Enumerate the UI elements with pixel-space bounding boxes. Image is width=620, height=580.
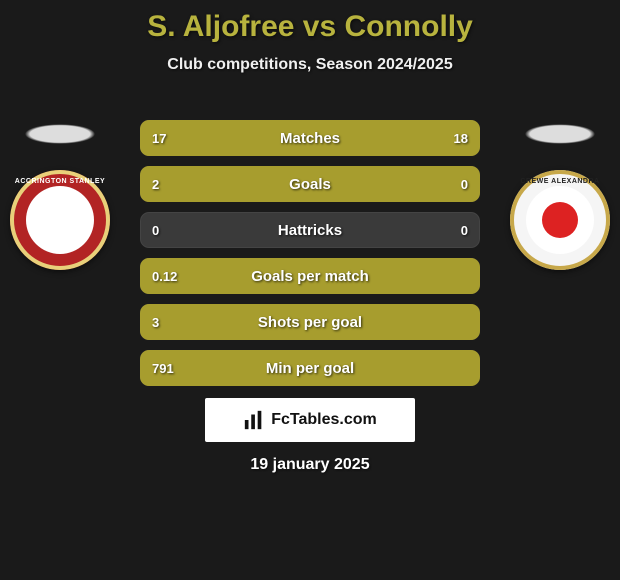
stat-value-left: 0 xyxy=(152,212,159,248)
player-silhouette-right xyxy=(510,120,610,148)
stat-row: Matches1718 xyxy=(140,120,480,156)
crest-text-right: CREWE ALEXANDRA xyxy=(510,178,610,185)
stat-bar-left xyxy=(140,258,480,294)
stat-bar-right xyxy=(307,120,480,156)
club-crest-left: ACCRINGTON STANLEY xyxy=(10,170,110,270)
chart-icon xyxy=(243,409,265,431)
stat-row: Shots per goal3 xyxy=(140,304,480,340)
player-right-column: CREWE ALEXANDRA xyxy=(500,120,620,270)
crest-text-left: ACCRINGTON STANLEY xyxy=(10,178,110,185)
stat-bar-left xyxy=(140,304,480,340)
stat-label: Hattricks xyxy=(140,212,480,248)
comparison-card: S. Aljofree vs Connolly Club competition… xyxy=(0,0,620,580)
page-title: S. Aljofree vs Connolly xyxy=(0,0,620,44)
player-left-column: ACCRINGTON STANLEY xyxy=(0,120,120,270)
stat-bar-left xyxy=(140,120,307,156)
stats-container: Matches1718 Goals20 Hattricks0 0 Goals per m… xyxy=(140,120,480,396)
stat-value-right: 0 xyxy=(461,212,468,248)
player-silhouette-left xyxy=(10,120,110,148)
brand-text: FcTables.com xyxy=(271,411,377,429)
brand-badge: FcTables.com xyxy=(205,398,415,442)
stat-bar-left xyxy=(140,166,480,202)
page-subtitle: Club competitions, Season 2024/2025 xyxy=(0,56,620,74)
date-text: 19 january 2025 xyxy=(0,456,620,474)
stat-row: Hattricks0 0 xyxy=(140,212,480,248)
stat-row: Goals per match0.12 xyxy=(140,258,480,294)
stat-row: Min per goal791 xyxy=(140,350,480,386)
stat-row: Goals20 xyxy=(140,166,480,202)
club-crest-right: CREWE ALEXANDRA xyxy=(510,170,610,270)
crest-ring-right xyxy=(510,170,610,270)
crest-ring-left xyxy=(10,170,110,270)
stat-bar-left xyxy=(140,350,480,386)
